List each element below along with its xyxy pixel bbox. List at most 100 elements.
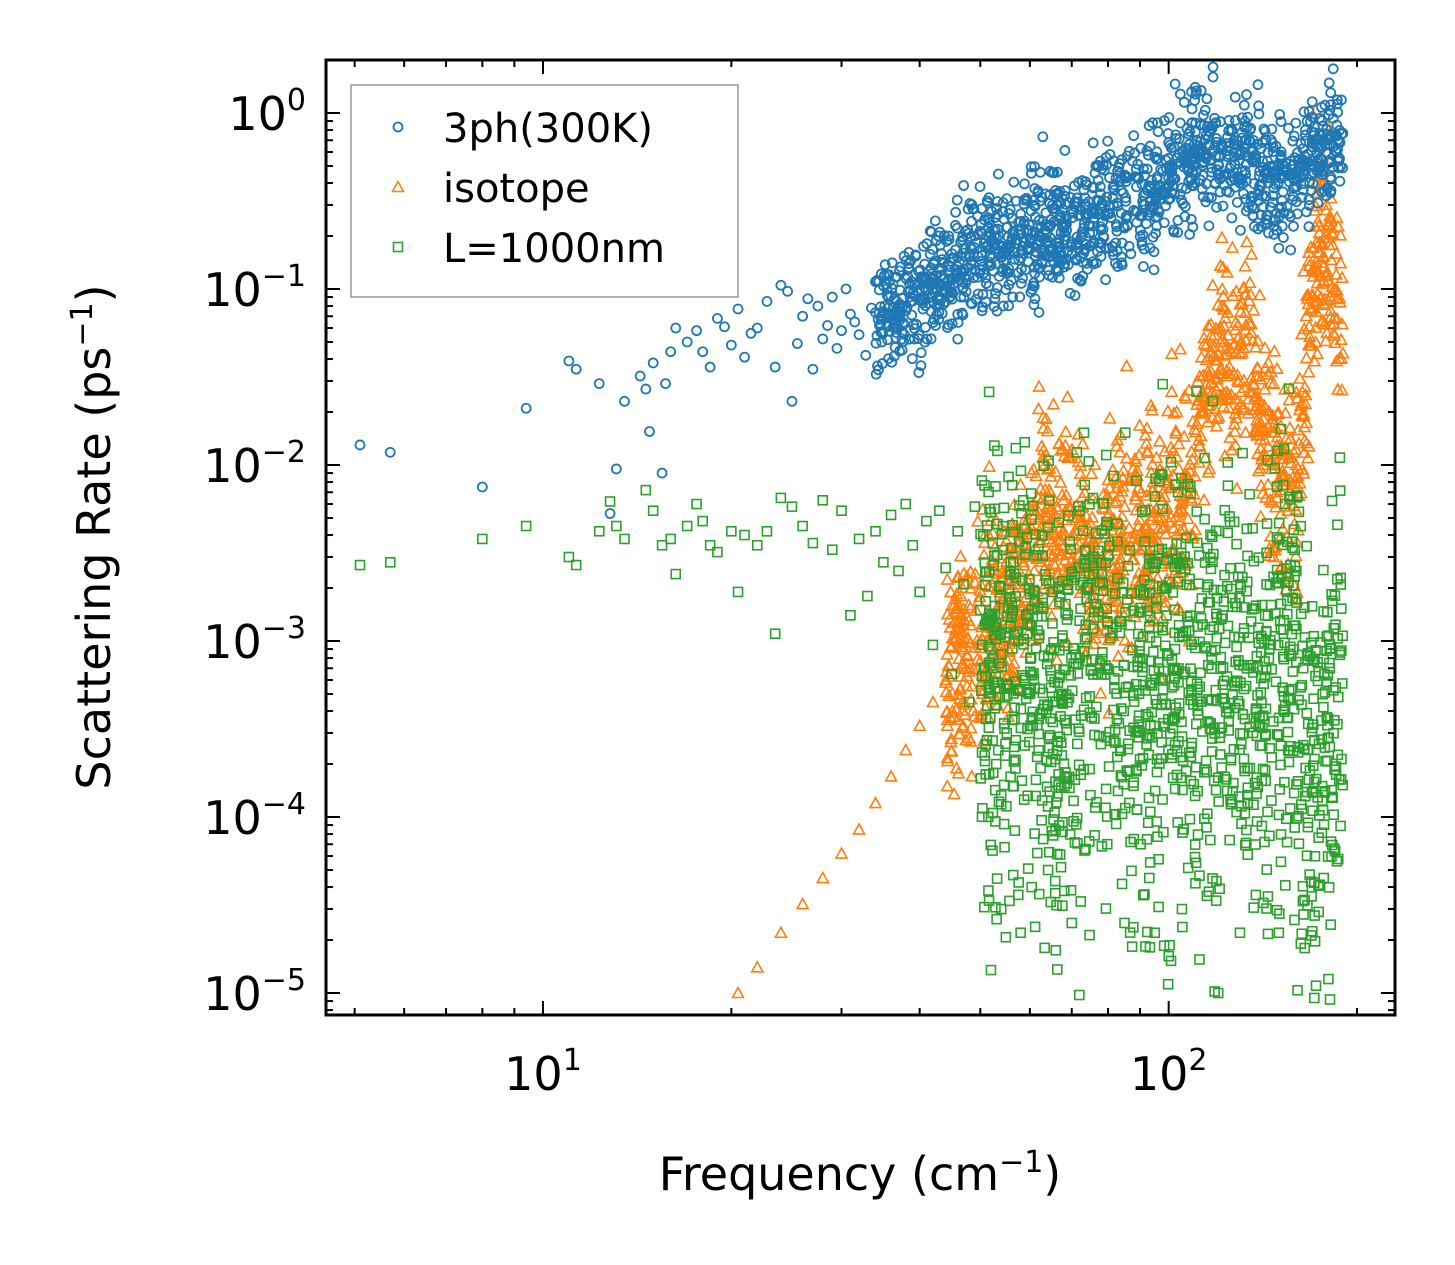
data-point — [1084, 466, 1099, 480]
data-point — [1162, 978, 1174, 990]
data-point — [1014, 291, 1026, 303]
data-point — [1038, 650, 1050, 661]
data-point — [963, 734, 978, 747]
data-point — [786, 395, 798, 407]
data-point — [1068, 816, 1079, 827]
data-point — [1089, 729, 1100, 741]
data-point — [1164, 161, 1175, 173]
data-point — [959, 732, 973, 746]
data-point — [1096, 163, 1108, 175]
data-point — [1128, 722, 1139, 734]
data-point — [1272, 639, 1284, 651]
data-point — [1004, 569, 1016, 581]
data-point — [1195, 396, 1209, 410]
data-point — [862, 590, 873, 602]
data-point — [1037, 833, 1049, 845]
data-point — [1112, 565, 1127, 578]
data-point — [878, 556, 889, 568]
data-point — [926, 268, 937, 280]
data-point — [1335, 774, 1347, 785]
data-point — [1197, 619, 1208, 630]
data-point — [1307, 925, 1318, 937]
data-point — [1116, 257, 1127, 269]
data-point — [1116, 771, 1128, 783]
data-point — [1245, 659, 1256, 671]
data-point — [1250, 153, 1262, 165]
data-point — [1273, 729, 1285, 741]
data-point — [1219, 569, 1230, 581]
data-point — [1163, 480, 1177, 494]
data-point — [975, 667, 990, 680]
data-point — [826, 544, 838, 556]
data-point — [1018, 794, 1030, 805]
data-point — [1256, 820, 1268, 832]
data-point — [1301, 365, 1316, 378]
data-point — [1013, 536, 1025, 547]
data-point — [1299, 602, 1310, 613]
data-point — [1206, 746, 1218, 757]
data-point — [952, 317, 964, 328]
data-point — [1335, 579, 1347, 590]
data-point — [1322, 670, 1334, 681]
data-point — [726, 526, 737, 537]
data-point — [999, 723, 1010, 734]
data-point — [1245, 195, 1257, 207]
data-point — [1334, 452, 1346, 463]
data-point — [1297, 380, 1312, 393]
data-point — [1192, 829, 1204, 840]
data-point — [1068, 795, 1079, 807]
data-point — [1206, 733, 1218, 744]
data-point — [1317, 165, 1329, 177]
data-point — [1089, 606, 1100, 618]
data-point — [1236, 112, 1248, 124]
data-point — [1153, 901, 1164, 913]
y-tick-label: 100 — [228, 83, 306, 141]
data-point — [1323, 77, 1335, 89]
data-point — [1118, 221, 1130, 233]
data-point — [1218, 693, 1229, 705]
data-point — [1022, 863, 1034, 874]
data-point — [957, 612, 971, 625]
data-point — [1084, 691, 1095, 702]
data-point — [1216, 613, 1227, 625]
data-point — [1029, 828, 1040, 839]
data-point — [1101, 811, 1113, 822]
data-point — [1169, 78, 1181, 90]
data-point — [1252, 427, 1267, 441]
data-point — [1256, 221, 1267, 232]
data-point — [1277, 232, 1289, 243]
data-point — [1008, 756, 1020, 767]
data-point — [1322, 713, 1334, 724]
data-point — [1230, 368, 1245, 381]
data-point — [619, 395, 630, 407]
data-point — [1143, 120, 1155, 131]
data-point — [1265, 412, 1280, 425]
data-point — [1113, 551, 1128, 565]
data-point — [1275, 146, 1287, 158]
data-point — [1173, 133, 1185, 145]
data-point — [1011, 234, 1023, 246]
data-point — [1229, 677, 1241, 688]
data-point — [1033, 306, 1045, 318]
data-point — [1044, 232, 1056, 244]
data-point — [1212, 169, 1224, 180]
data-point — [853, 533, 865, 545]
data-point — [1059, 145, 1071, 156]
data-point — [1322, 288, 1337, 302]
data-point — [1206, 652, 1218, 664]
data-point — [900, 498, 912, 510]
data-point — [593, 378, 605, 390]
data-point — [1312, 218, 1326, 232]
data-point — [1141, 163, 1153, 175]
data-point — [1295, 608, 1307, 620]
data-point — [953, 549, 968, 562]
data-point — [1267, 344, 1282, 357]
data-point — [1097, 585, 1109, 597]
data-point — [907, 539, 919, 551]
data-point — [1274, 109, 1286, 120]
data-point — [1263, 492, 1277, 506]
y-tick-label: 10−3 — [203, 611, 306, 669]
data-point — [1148, 264, 1160, 276]
data-point — [384, 446, 396, 458]
data-point — [853, 329, 865, 341]
